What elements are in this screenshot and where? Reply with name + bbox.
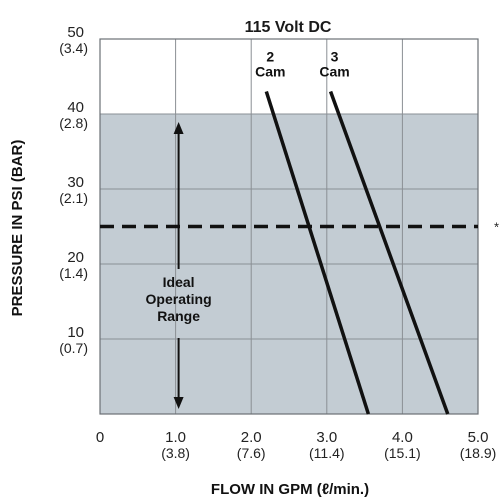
x-tick-label: 0	[96, 429, 104, 446]
chart-title: 115 Volt DC	[245, 19, 332, 36]
y-tick-label: 40	[67, 99, 84, 116]
x-tick-sublabel: (18.9)	[460, 445, 497, 461]
y-tick-sublabel: (1.4)	[59, 265, 88, 281]
y-tick-sublabel: (3.4)	[59, 40, 88, 56]
x-tick-sublabel: (15.1)	[384, 445, 421, 461]
y-tick-sublabel: (2.1)	[59, 190, 88, 206]
range-annotation-text: Operating	[146, 291, 212, 307]
reference-marker: *	[494, 220, 499, 235]
y-tick-sublabel: (2.8)	[59, 115, 88, 131]
series-label: 3	[331, 49, 339, 65]
x-tick-sublabel: (7.6)	[237, 445, 266, 461]
y-tick-label: 10	[67, 324, 84, 341]
series-label: 2	[266, 49, 274, 65]
x-axis-label: FLOW IN GPM (ℓ/min.)	[211, 481, 369, 498]
x-tick-label: 2.0	[241, 429, 262, 446]
x-tick-sublabel: (11.4)	[309, 445, 345, 461]
range-annotation-text: Range	[157, 308, 200, 324]
series-label: Cam	[319, 64, 349, 80]
y-tick-label: 20	[67, 249, 84, 266]
y-tick-sublabel: (0.7)	[59, 340, 88, 356]
range-annotation-text: Ideal	[163, 274, 195, 290]
x-tick-label: 4.0	[392, 429, 413, 446]
x-tick-label: 1.0	[165, 429, 186, 446]
y-axis-label: PRESSURE IN PSI (BAR)	[9, 140, 26, 317]
series-label: Cam	[255, 64, 285, 80]
y-tick-label: 30	[67, 174, 84, 191]
x-tick-label: 5.0	[468, 429, 489, 446]
x-tick-sublabel: (3.8)	[161, 445, 190, 461]
y-tick-label: 50	[67, 24, 84, 41]
x-tick-label: 3.0	[316, 429, 337, 446]
